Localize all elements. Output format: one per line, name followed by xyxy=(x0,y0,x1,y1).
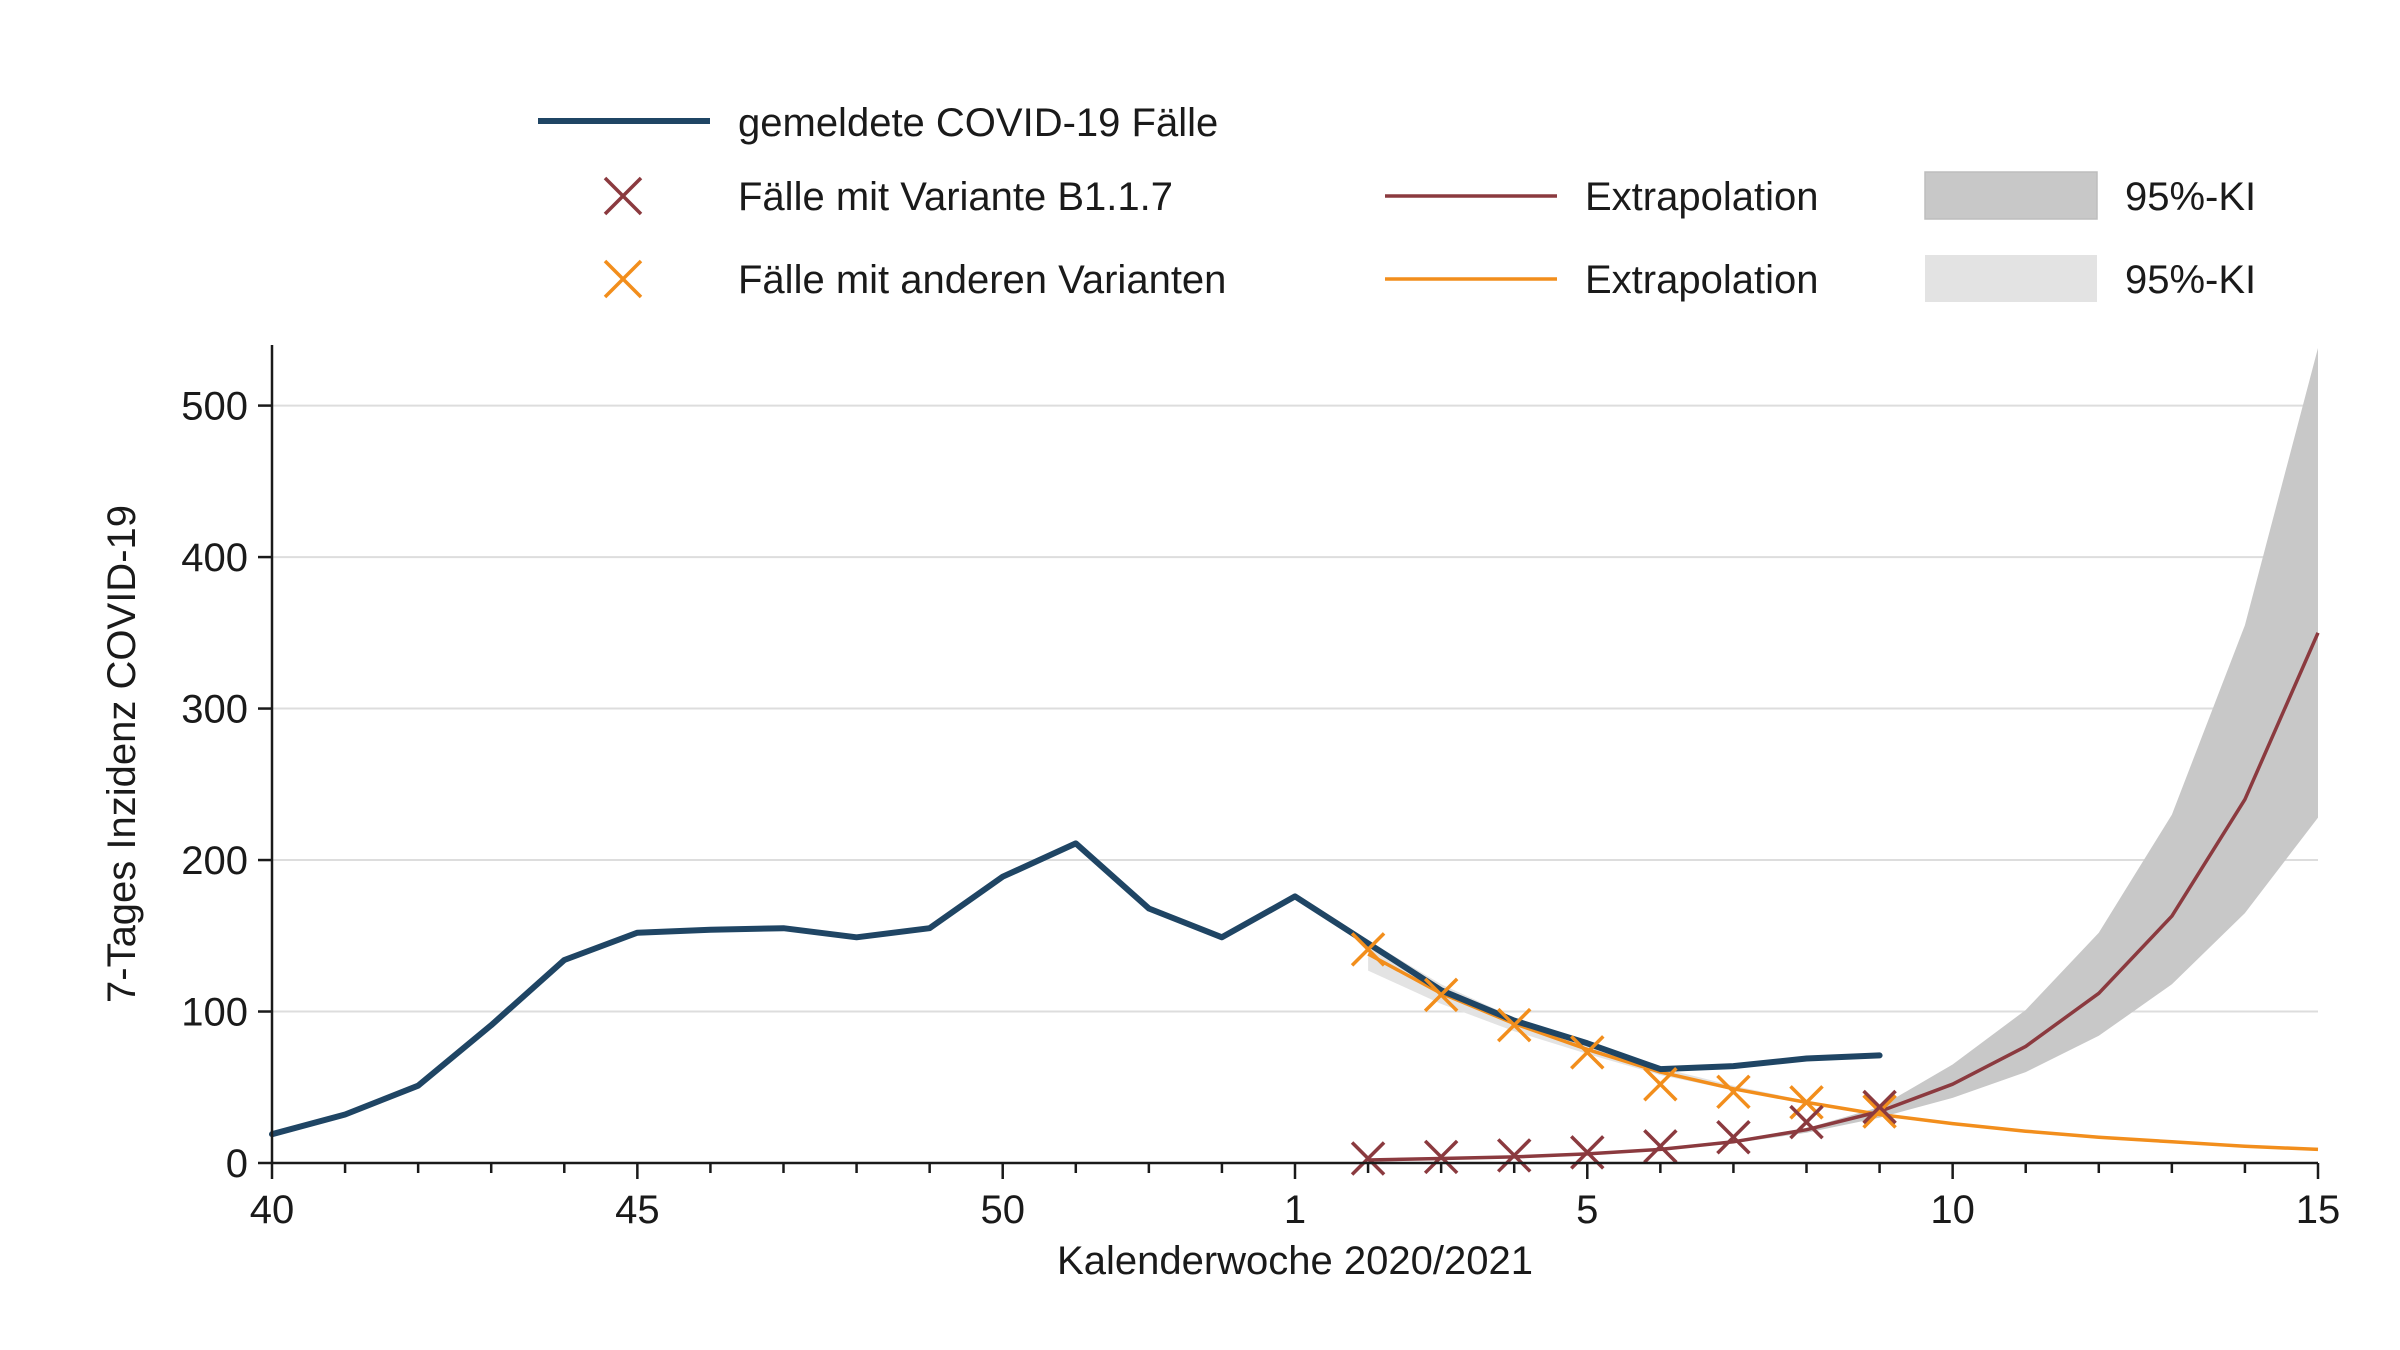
x-tick-label: 50 xyxy=(980,1188,1025,1232)
legend-other-ci-label: 95%-KI xyxy=(2125,258,2256,302)
b117-point xyxy=(1716,1120,1751,1155)
ci-band-b117 xyxy=(1368,348,2318,1160)
y-tick-label: 400 xyxy=(181,536,248,580)
b117-point xyxy=(1350,1141,1386,1176)
other-variant-point xyxy=(1496,1007,1532,1043)
series-lines xyxy=(269,632,2320,1162)
legend-b117-extrap-label: Extrapolation xyxy=(1585,175,1818,219)
x-tick-label: 10 xyxy=(1930,1188,1975,1232)
b117-point xyxy=(1496,1138,1532,1173)
y-tick-label: 300 xyxy=(181,688,248,732)
b117-point xyxy=(1643,1129,1678,1164)
reported-cases-line xyxy=(269,840,1883,1138)
b117-point xyxy=(1789,1104,1824,1140)
x-tick-label: 40 xyxy=(250,1188,295,1232)
y-tick-label: 0 xyxy=(226,1142,248,1186)
series-markers xyxy=(1350,932,1897,1176)
legend-other-label: Fälle mit anderen Varianten xyxy=(738,258,1226,302)
other-variant-point xyxy=(1643,1066,1678,1102)
other-variant-point xyxy=(1862,1094,1897,1129)
legend-reported-label: gemeldete COVID-19 Fälle xyxy=(738,101,1218,145)
confidence-bands xyxy=(1368,348,2318,1160)
y-tick-label: 500 xyxy=(181,385,248,429)
extrapolation-line-other xyxy=(1367,952,2319,1152)
other-variant-point xyxy=(1423,977,1459,1013)
legend: gemeldete COVID-19 Fälle Fälle mit Varia… xyxy=(538,101,2256,302)
grid-lines xyxy=(272,404,2318,1013)
other-variant-point xyxy=(1789,1085,1824,1120)
y-tick-label: 100 xyxy=(181,991,248,1035)
b117-point xyxy=(1423,1139,1459,1175)
other-variant-point xyxy=(1350,932,1386,967)
other-variant-point xyxy=(1570,1035,1605,1070)
legend-b117-ci-swatch xyxy=(1924,171,2098,220)
legend-b117-marker xyxy=(603,176,643,216)
x-tick-label: 15 xyxy=(2296,1188,2341,1232)
legend-other-ci-swatch xyxy=(1925,255,2097,302)
x-axis-title: Kalenderwoche 2020/2021 xyxy=(1057,1239,1533,1283)
legend-b117-label: Fälle mit Variante B1.1.7 xyxy=(738,175,1173,219)
b117-point xyxy=(1862,1089,1897,1125)
x-tick-label: 5 xyxy=(1576,1188,1598,1232)
extrapolation-line-b117 xyxy=(1368,632,2320,1162)
legend-other-marker xyxy=(603,259,643,299)
x-tick-label: 45 xyxy=(615,1188,660,1232)
y-tick-label: 200 xyxy=(181,839,248,883)
legend-b117-ci-label: 95%-KI xyxy=(2125,175,2256,219)
y-axis-title: 7-Tages Inzidenz COVID-19 xyxy=(100,505,144,1003)
x-tick-label: 1 xyxy=(1284,1188,1306,1232)
legend-other-extrap-label: Extrapolation xyxy=(1585,258,1818,302)
other-variant-point xyxy=(1716,1074,1751,1110)
